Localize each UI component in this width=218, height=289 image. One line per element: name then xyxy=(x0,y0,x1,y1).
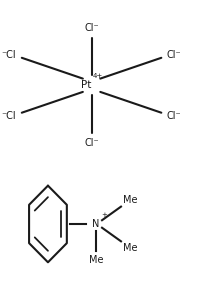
Text: Me: Me xyxy=(123,195,137,205)
Text: Me: Me xyxy=(89,255,103,265)
Text: Cl⁻: Cl⁻ xyxy=(167,111,181,121)
Text: 4+: 4+ xyxy=(93,73,103,79)
Text: +: + xyxy=(101,212,107,218)
Text: Pt: Pt xyxy=(81,80,92,90)
Text: ⁻Cl: ⁻Cl xyxy=(2,50,16,60)
Text: ⁻Cl: ⁻Cl xyxy=(2,111,16,121)
Text: Me: Me xyxy=(123,243,137,253)
Text: Cl⁻: Cl⁻ xyxy=(167,50,181,60)
Text: N: N xyxy=(92,219,100,229)
Text: Cl⁻: Cl⁻ xyxy=(84,23,99,33)
Text: Cl⁻: Cl⁻ xyxy=(84,138,99,148)
